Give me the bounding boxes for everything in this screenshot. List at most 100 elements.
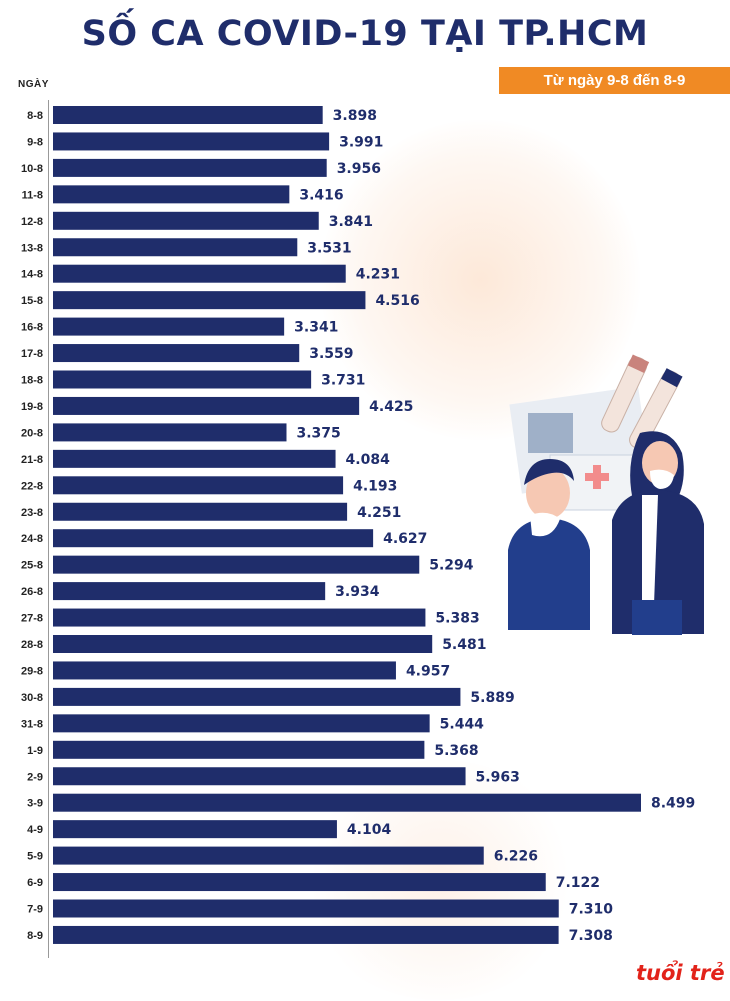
- category-label: 14-8: [21, 269, 43, 281]
- bar: [53, 423, 287, 442]
- category-label: 24-8: [21, 533, 43, 545]
- value-label: 3.531: [307, 240, 351, 256]
- category-label: 26-8: [21, 586, 43, 598]
- value-label: 6.226: [494, 849, 538, 865]
- value-label: 3.934: [335, 584, 380, 600]
- bar: [53, 529, 374, 548]
- value-label: 3.341: [294, 320, 338, 336]
- bar: [53, 582, 326, 601]
- category-label: 25-8: [21, 560, 43, 572]
- tuoitre-logo: tuổi trẻ: [636, 961, 725, 985]
- bar: [53, 158, 327, 177]
- category-label: 29-8: [21, 665, 43, 677]
- category-label: 5-9: [27, 851, 43, 863]
- value-label: 5.481: [442, 637, 486, 653]
- patients-illustration: [508, 354, 704, 635]
- value-label: 3.898: [333, 108, 377, 124]
- category-label: 31-8: [21, 718, 43, 730]
- bar: [53, 687, 461, 706]
- value-label: 5.444: [440, 716, 485, 732]
- bar: [53, 767, 466, 786]
- value-label: 4.957: [406, 663, 450, 679]
- bar: [53, 396, 360, 415]
- category-label: 27-8: [21, 613, 43, 625]
- y-axis-line: [48, 100, 49, 958]
- value-label: 5.383: [435, 611, 479, 627]
- category-label: 18-8: [21, 375, 43, 387]
- value-label: 3.991: [339, 134, 383, 150]
- category-label: 10-8: [21, 163, 43, 175]
- category-label: 11-8: [22, 189, 43, 201]
- category-label: 2-9: [27, 771, 43, 783]
- value-label: 4.425: [369, 399, 413, 415]
- category-label: 4-9: [27, 824, 43, 836]
- value-label: 7.308: [569, 928, 613, 944]
- value-label: 7.122: [556, 875, 600, 891]
- category-label: 20-8: [21, 427, 43, 439]
- value-label: 7.310: [569, 902, 614, 918]
- category-label: 22-8: [21, 480, 43, 492]
- value-label: 3.559: [309, 346, 353, 362]
- category-label: 8-8: [27, 110, 43, 122]
- bar: [53, 608, 426, 627]
- category-label: 13-8: [21, 242, 43, 254]
- bar: [53, 449, 336, 468]
- bar: [53, 502, 348, 521]
- value-label: 5.294: [429, 558, 474, 574]
- value-label: 3.841: [329, 214, 373, 230]
- category-label: 30-8: [21, 692, 43, 704]
- value-label: 4.516: [375, 293, 419, 309]
- value-label: 4.104: [347, 822, 392, 838]
- bar: [53, 476, 344, 495]
- category-label: 21-8: [21, 454, 43, 466]
- bar: [53, 793, 641, 812]
- bar: [53, 555, 420, 574]
- category-label: 16-8: [21, 322, 43, 334]
- value-label: 8.499: [651, 796, 695, 812]
- bar: [53, 714, 430, 733]
- category-label: 12-8: [21, 216, 43, 228]
- bar: [53, 873, 546, 892]
- value-label: 3.416: [299, 187, 343, 203]
- virus-background-icon: [320, 120, 640, 440]
- bar: [53, 899, 559, 918]
- bar: [53, 132, 330, 151]
- bar: [53, 846, 484, 865]
- category-label: 15-8: [21, 295, 43, 307]
- value-label: 3.731: [321, 373, 365, 389]
- bar: [53, 317, 285, 336]
- bar: [53, 740, 425, 759]
- bar: [53, 106, 323, 124]
- category-label: 19-8: [21, 401, 43, 413]
- bar: [53, 635, 433, 653]
- value-label: 3.956: [337, 161, 381, 177]
- bar: [53, 291, 366, 310]
- category-label: 28-8: [21, 639, 43, 651]
- value-label: 4.231: [356, 267, 400, 283]
- value-label: 5.368: [434, 743, 478, 759]
- chart-title: SỐ CA COVID-19 TẠI TP.HCM: [81, 14, 649, 54]
- bar: [53, 370, 312, 389]
- bar: [53, 925, 559, 944]
- value-label: 4.627: [383, 531, 427, 547]
- bar: [53, 661, 396, 680]
- bar: [53, 211, 319, 230]
- bar: [53, 264, 346, 283]
- date-range-banner: Từ ngày 9-8 đến 8-9: [499, 67, 730, 94]
- value-label: 3.375: [296, 425, 340, 441]
- value-label: 5.889: [470, 690, 514, 706]
- category-label: 3-9: [27, 798, 43, 810]
- category-label: 6-9: [27, 877, 43, 889]
- value-label: 4.084: [346, 452, 391, 468]
- bar: [53, 344, 300, 363]
- value-label: 4.251: [357, 505, 401, 521]
- category-label: 9-8: [27, 136, 43, 148]
- bar: [53, 820, 337, 839]
- bar: [53, 238, 298, 257]
- category-label: 23-8: [21, 507, 43, 519]
- value-label: 5.963: [476, 769, 520, 785]
- value-label: 4.193: [353, 478, 397, 494]
- category-label: 1-9: [27, 745, 43, 757]
- bar: [53, 185, 290, 204]
